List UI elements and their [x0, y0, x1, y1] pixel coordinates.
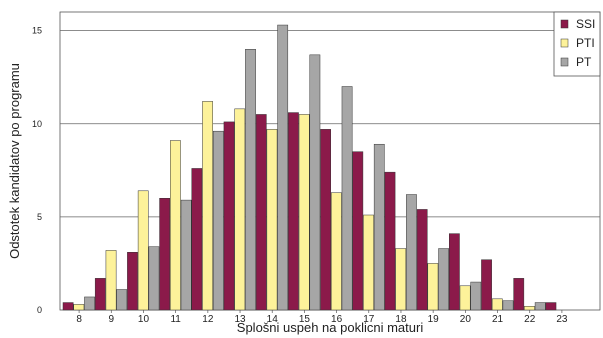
- bar-pt-19: [438, 248, 449, 311]
- bar-pti-13: [234, 108, 246, 311]
- legend: SSI PTI PT: [553, 11, 601, 77]
- x-tick-label: 15: [299, 314, 311, 325]
- x-tick-label: 19: [428, 314, 440, 325]
- bar-pti-22: [524, 306, 535, 311]
- bar-ssi-22: [513, 278, 525, 311]
- y-tick-label: 0: [37, 305, 42, 315]
- bar-pti-14: [266, 129, 278, 311]
- x-tick-label: 22: [524, 314, 536, 325]
- bar-ssi-8: [62, 302, 74, 311]
- bar-pt-15: [309, 54, 321, 311]
- y-tick-label: 15: [32, 26, 42, 36]
- bar-ssi-23: [545, 302, 557, 311]
- bar-ssi-20: [449, 233, 460, 311]
- x-tick-label: 20: [460, 314, 472, 325]
- bar-pti-12: [202, 101, 213, 311]
- bar-pt-13: [245, 49, 256, 311]
- bar-ssi-14: [255, 114, 267, 311]
- bar-ssi-15: [288, 112, 299, 311]
- x-tick-label: 17: [363, 314, 375, 325]
- bar-pt-22: [534, 302, 546, 311]
- bar-ssi-13: [223, 121, 235, 311]
- x-tick-label: 16: [331, 314, 343, 325]
- bar-ssi-9: [94, 278, 106, 311]
- legend-swatch-pt: [560, 57, 569, 67]
- bar-ssi-19: [416, 209, 428, 311]
- bar-pti-20: [459, 285, 471, 311]
- x-tick-label: 10: [138, 314, 150, 325]
- bar-pti-18: [395, 248, 407, 311]
- bar-ssi-21: [481, 259, 492, 311]
- x-tick-label: 14: [267, 314, 279, 325]
- bar-pt-16: [341, 86, 353, 311]
- legend-swatch-pti: [560, 38, 569, 48]
- bar-ssi-11: [159, 198, 171, 311]
- legend-label-pti: PTI: [576, 36, 595, 50]
- x-tick-label: 13: [234, 314, 246, 325]
- bar-ssi-10: [127, 252, 138, 311]
- bar-ssi-18: [384, 171, 396, 311]
- y-tick-label: 10: [32, 119, 42, 129]
- x-tick-label: 9: [109, 314, 115, 325]
- bar-pt-12: [212, 130, 224, 311]
- bar-pt-10: [148, 246, 160, 311]
- bar-ssi-17: [352, 151, 364, 311]
- x-axis-label: Splošni uspeh na poklicni maturi: [237, 320, 424, 335]
- x-tick-label: 21: [492, 314, 504, 325]
- x-tick-label: 12: [202, 314, 214, 325]
- bar-pti-19: [427, 263, 439, 311]
- x-axis-ticks: 8 9 10 11 12 13 14 15 16 17 18 19 20 21 22 23: [76, 310, 568, 325]
- x-tick-label: 18: [395, 314, 407, 325]
- y-axis-label: Odstotek kandidatov po programu: [7, 63, 22, 259]
- bar-pt-17: [373, 143, 385, 311]
- bar-pti-11: [170, 140, 181, 311]
- bar-ssi-16: [320, 129, 331, 311]
- bar-pt-9: [116, 289, 128, 311]
- bar-pti-15: [298, 114, 310, 311]
- bar-pti-16: [330, 192, 342, 311]
- bars: [62, 24, 557, 311]
- legend-label-ssi: SSI: [576, 17, 595, 31]
- bar-pti-8: [73, 304, 85, 311]
- bar-pti-10: [137, 190, 149, 311]
- y-axis-ticks: 0 5 10 15: [32, 26, 42, 315]
- bar-pti-21: [491, 298, 503, 311]
- bar-pt-21: [502, 300, 514, 311]
- x-tick-label: 8: [76, 314, 82, 325]
- bar-pt-20: [470, 281, 482, 311]
- bar-pt-8: [84, 296, 95, 311]
- x-tick-label: 23: [556, 314, 568, 325]
- bar-pti-9: [105, 250, 117, 311]
- legend-label-pt: PT: [576, 55, 592, 69]
- x-tick-label: 11: [170, 314, 181, 325]
- y-tick-label: 5: [37, 212, 42, 222]
- bar-pti-17: [363, 214, 374, 311]
- bar-pt-11: [180, 199, 192, 311]
- bar-ssi-12: [191, 168, 203, 311]
- bar-pt-18: [406, 194, 417, 311]
- legend-swatch-ssi: [560, 19, 569, 29]
- bar-pt-14: [277, 24, 289, 311]
